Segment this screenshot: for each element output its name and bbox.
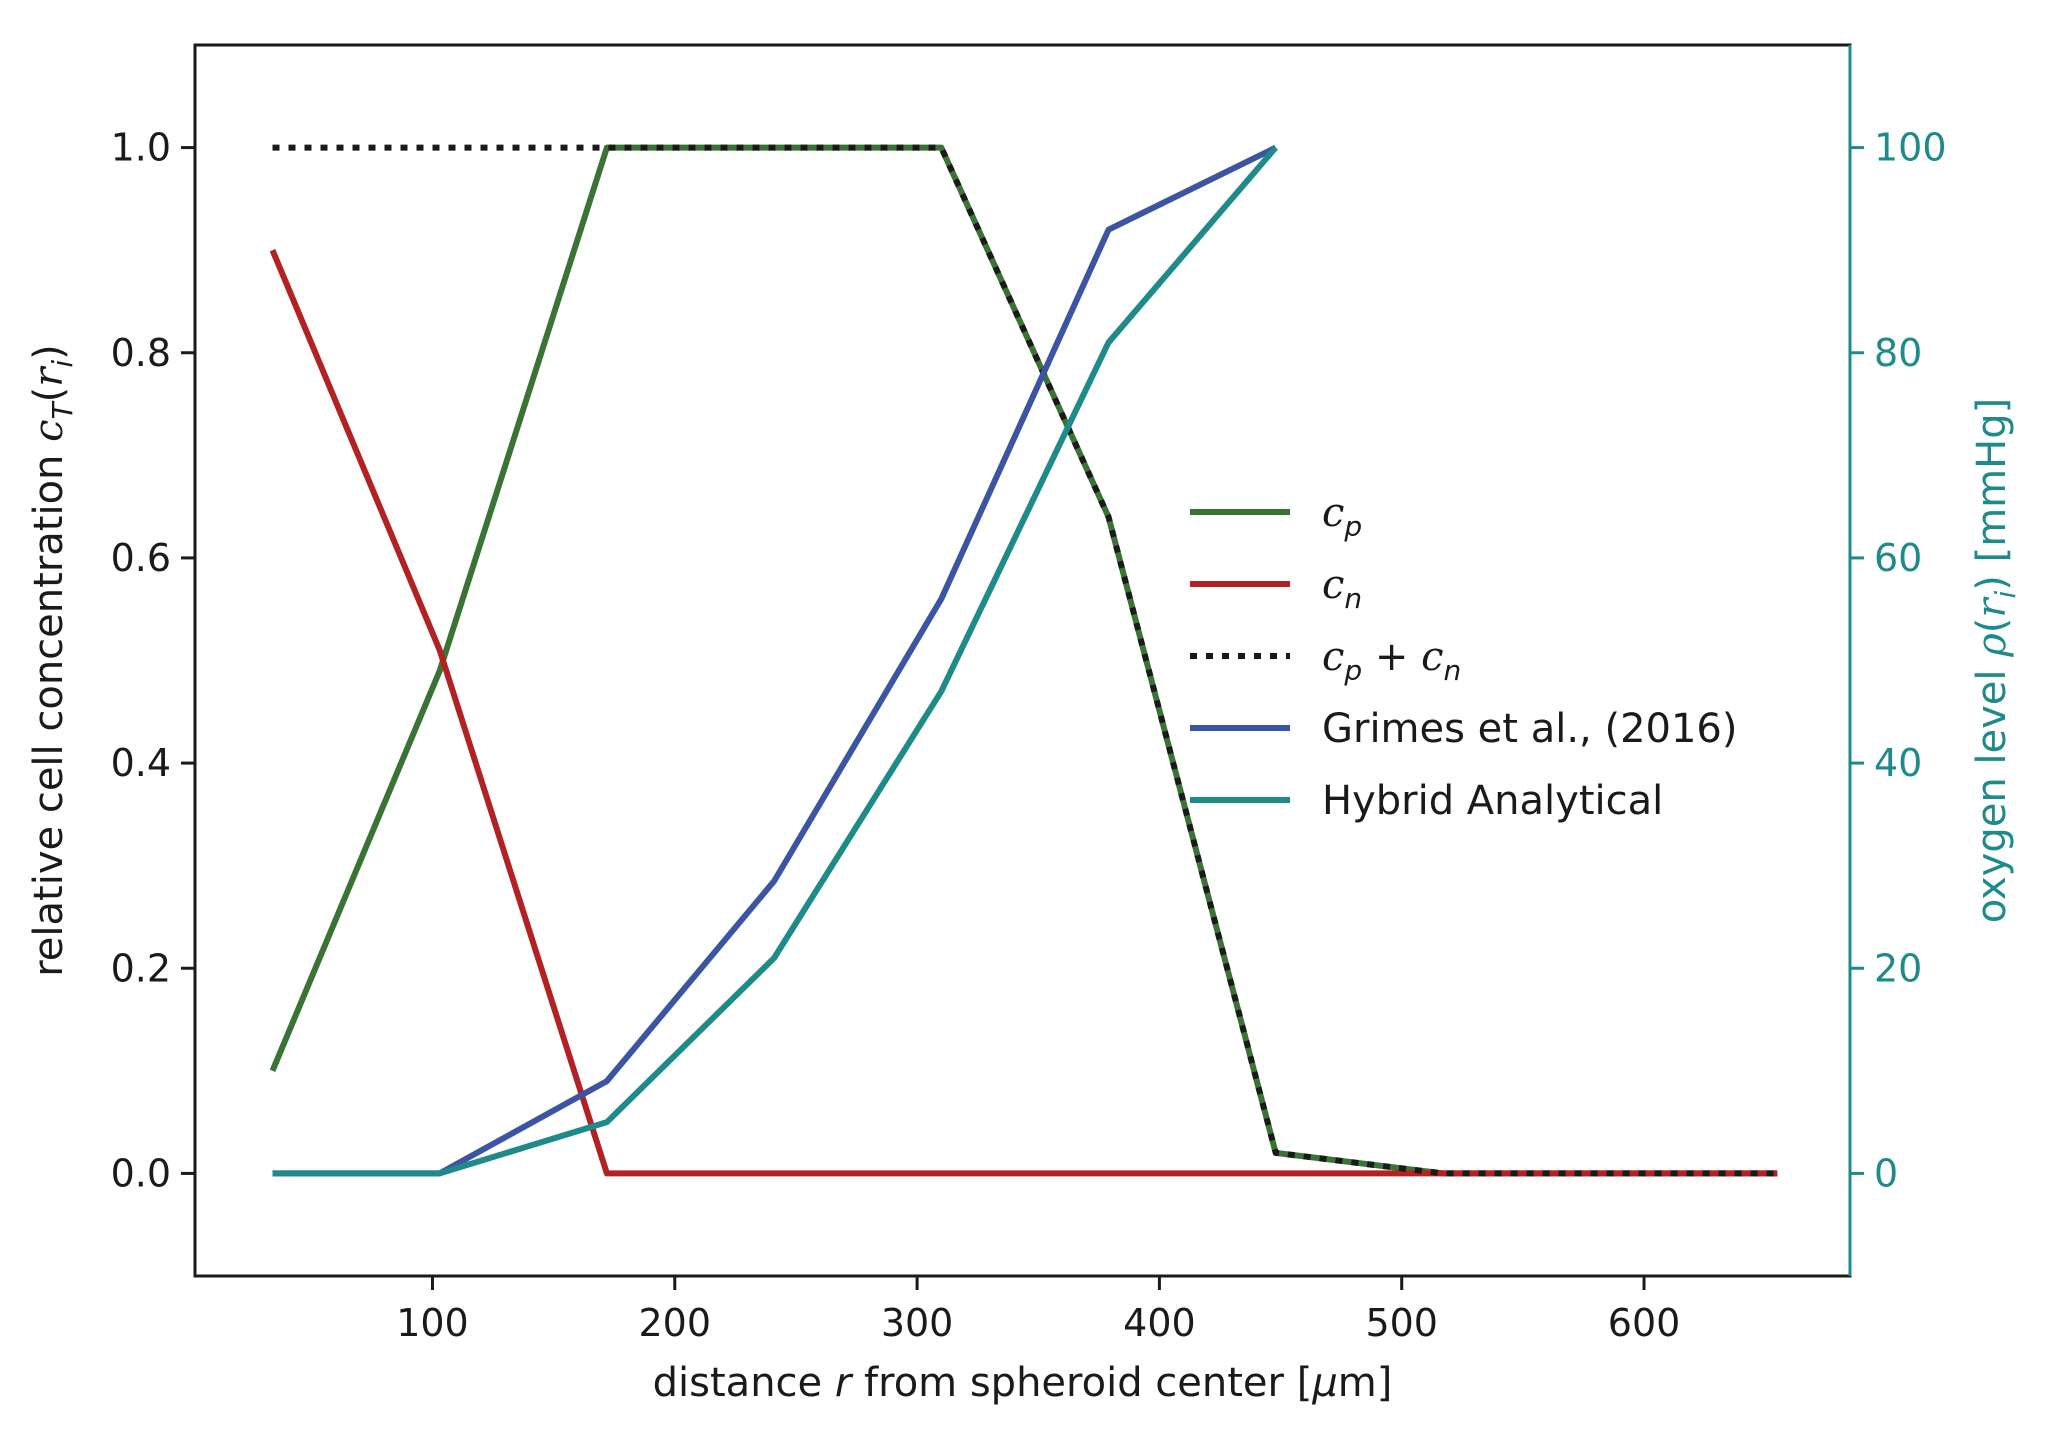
plot-series <box>269 144 1778 1177</box>
legend-label-part: p <box>1343 510 1362 543</box>
x-axis-label-part: m] <box>1338 1360 1393 1406</box>
y-axis-right: 0 20 40 60 80 100 <box>1848 45 1947 1276</box>
x-tick-label: 100 <box>396 1301 469 1345</box>
series-line-2 <box>269 249 1778 1177</box>
y-tick-label: 1.0 <box>111 126 171 170</box>
x-axis-label-part: distance <box>653 1360 835 1406</box>
legend-label-part: p <box>1343 654 1362 687</box>
y2-tick-label: 80 <box>1874 331 1922 375</box>
x-axis-label: distance r from spheroid center [μm] <box>653 1360 1393 1406</box>
x-axis: 100 200 300 400 500 600 <box>396 1276 1680 1345</box>
y-tick-label: 0.0 <box>111 1151 171 1195</box>
y-axis-label-part: r <box>26 365 72 387</box>
x-tick-label: 600 <box>1608 1301 1681 1345</box>
legend-label-part: n <box>1444 654 1462 687</box>
legend-label-part: c <box>1322 634 1344 680</box>
y-tick-label: 0.6 <box>111 536 171 580</box>
y-axis-label-part: c <box>26 419 72 441</box>
series-line-5 <box>272 145 1278 1177</box>
x-axis-label-part: μ <box>1311 1360 1337 1406</box>
legend-label-3: cp + cn <box>1322 634 1461 687</box>
y-axis-label-part: T <box>46 400 79 419</box>
legend-label-part: c <box>1322 490 1344 536</box>
y-axis-label: relative cell concentration cT(ri) <box>26 344 79 977</box>
axis-titles: distance r from spheroid center [μm] rela… <box>26 344 2022 1406</box>
y2-axis-label-part: r <box>1969 596 2015 618</box>
y-axis-label-part: ( <box>26 387 72 403</box>
y-axis-label-part: ) <box>26 344 72 360</box>
y2-tick-label: 0 <box>1874 1151 1898 1195</box>
y-axis-left: 0.0 0.2 0.4 0.6 0.8 1.0 <box>111 126 195 1195</box>
y-tick-label: 0.4 <box>111 741 171 785</box>
y2-axis-label: oxygen level ρ(ri) [mmHg] <box>1969 398 2022 923</box>
y2-tick-label: 60 <box>1874 536 1922 580</box>
legend-label-part: + <box>1362 634 1421 680</box>
legend-label-part: Hybrid Analytical <box>1322 778 1663 824</box>
y-tick-label: 0.8 <box>111 331 171 375</box>
y2-axis-label-part: [mmHg] <box>1969 398 2015 575</box>
x-tick-label: 200 <box>639 1301 712 1345</box>
legend-label-part: c <box>1421 634 1443 680</box>
legend-label-4: Grimes et al., (2016) <box>1322 706 1737 752</box>
y2-tick-label: 100 <box>1874 126 1947 170</box>
y2-axis-label-part: ( <box>1969 618 2015 634</box>
legend-label-part: Grimes et al., (2016) <box>1322 706 1737 752</box>
x-tick-label: 400 <box>1123 1301 1196 1345</box>
x-tick-label: 300 <box>881 1301 954 1345</box>
series-line-1 <box>269 144 1778 1177</box>
y2-tick-label: 20 <box>1874 946 1922 990</box>
legend-label-part: n <box>1344 582 1362 615</box>
x-tick-label: 500 <box>1365 1301 1438 1345</box>
legend-label-1: cp <box>1322 490 1362 543</box>
y2-axis-label-part: i <box>1989 590 2022 598</box>
y2-tick-label: 40 <box>1874 741 1922 785</box>
legend-label-part: c <box>1322 562 1344 608</box>
y2-axis-label-part: oxygen level <box>1969 657 2015 923</box>
y-axis-label-part: i <box>46 360 79 368</box>
y-axis-label-part: relative cell concentration <box>26 442 72 977</box>
series-line-3 <box>272 144 1778 1177</box>
y2-axis-label-part: ) <box>1969 575 2015 591</box>
y2-axis-label-part: ρ <box>1969 633 2015 658</box>
legend-label-5: Hybrid Analytical <box>1322 778 1663 824</box>
y-tick-label: 0.2 <box>111 946 171 990</box>
series-line-4 <box>272 144 1278 1177</box>
x-axis-label-part: r <box>835 1360 854 1406</box>
legend-label-2: cn <box>1322 562 1362 615</box>
x-axis-label-part: from spheroid center [ <box>851 1360 1312 1406</box>
